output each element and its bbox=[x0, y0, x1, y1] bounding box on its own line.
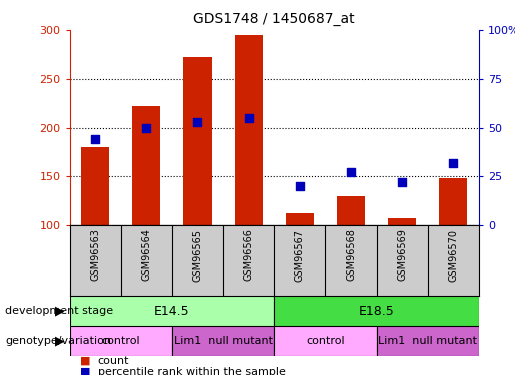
Bar bbox=[234, 35, 263, 225]
Point bbox=[296, 183, 304, 189]
Bar bbox=[274, 326, 376, 356]
Text: count: count bbox=[98, 356, 129, 366]
Text: genotype/variation: genotype/variation bbox=[5, 336, 111, 346]
Text: GSM96563: GSM96563 bbox=[90, 228, 100, 281]
Bar bbox=[81, 147, 109, 225]
Point bbox=[449, 160, 457, 166]
Text: GSM96566: GSM96566 bbox=[244, 228, 254, 281]
Text: GSM96569: GSM96569 bbox=[397, 228, 407, 281]
Point bbox=[91, 136, 99, 142]
Text: percentile rank within the sample: percentile rank within the sample bbox=[98, 367, 286, 375]
Bar bbox=[286, 213, 314, 225]
Text: E18.5: E18.5 bbox=[359, 305, 394, 318]
Text: GSM96568: GSM96568 bbox=[346, 228, 356, 281]
Title: GDS1748 / 1450687_at: GDS1748 / 1450687_at bbox=[194, 12, 355, 26]
Text: ■: ■ bbox=[80, 367, 90, 375]
Bar bbox=[172, 326, 274, 356]
Text: Lim1  null mutant: Lim1 null mutant bbox=[174, 336, 272, 346]
Text: control: control bbox=[306, 336, 345, 346]
Text: GSM96564: GSM96564 bbox=[141, 228, 151, 281]
Text: GSM96570: GSM96570 bbox=[449, 228, 458, 282]
Text: Lim1  null mutant: Lim1 null mutant bbox=[379, 336, 477, 346]
Bar bbox=[388, 218, 416, 225]
Bar bbox=[183, 57, 212, 225]
Text: GSM96565: GSM96565 bbox=[193, 228, 202, 282]
Bar bbox=[132, 106, 160, 225]
Text: GSM96567: GSM96567 bbox=[295, 228, 305, 282]
Bar bbox=[439, 178, 468, 225]
Point bbox=[142, 124, 150, 130]
Point bbox=[347, 170, 355, 176]
Text: E14.5: E14.5 bbox=[154, 305, 190, 318]
Bar bbox=[337, 196, 365, 225]
Text: ▶: ▶ bbox=[55, 335, 64, 348]
Bar bbox=[274, 296, 479, 326]
Text: control: control bbox=[101, 336, 140, 346]
Bar bbox=[376, 326, 479, 356]
Point bbox=[398, 179, 406, 185]
Point bbox=[245, 115, 253, 121]
Point bbox=[193, 118, 201, 124]
Text: ■: ■ bbox=[80, 356, 90, 366]
Bar bbox=[70, 326, 172, 356]
Bar bbox=[70, 296, 274, 326]
Text: development stage: development stage bbox=[5, 306, 113, 316]
Text: ▶: ▶ bbox=[55, 305, 64, 318]
